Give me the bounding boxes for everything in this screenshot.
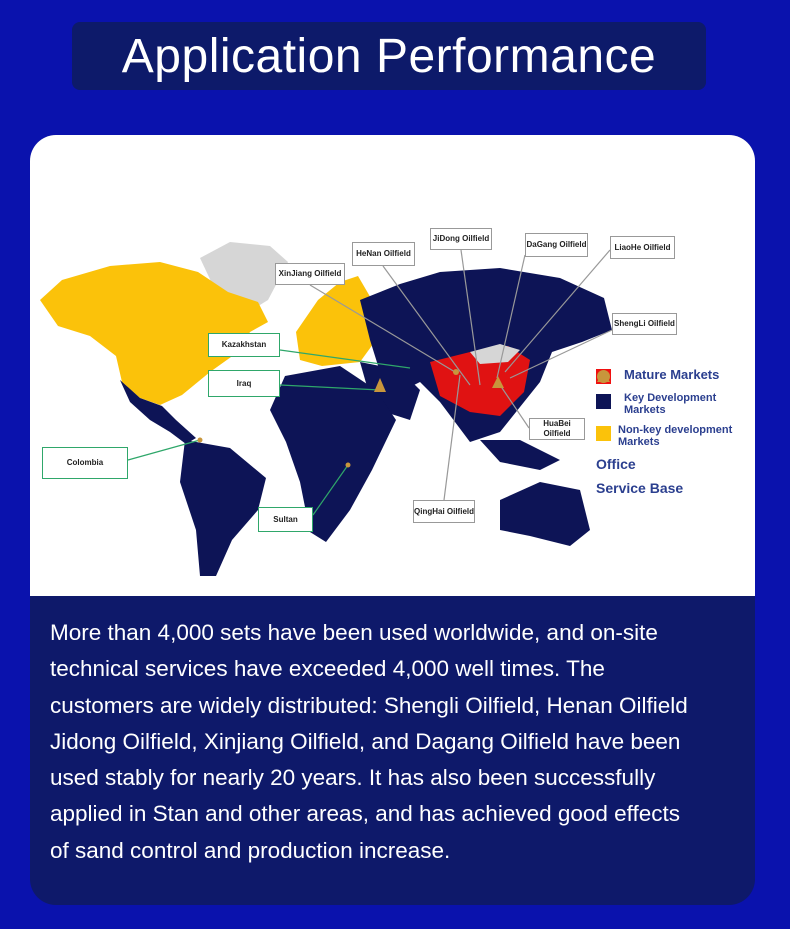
yellow-square-icon — [596, 426, 611, 441]
navy-square-icon — [596, 394, 611, 409]
north-america — [40, 262, 268, 405]
title-banner: Application Performance — [72, 22, 706, 90]
content-card: XinJiang Oilfield HeNan Oilfield JiDong … — [30, 135, 755, 905]
south-america — [180, 440, 266, 576]
australia — [500, 482, 590, 546]
callout-liaohe: LiaoHe Oilfield — [610, 236, 675, 259]
service-base-marker — [345, 462, 351, 468]
green-callout-lines — [127, 349, 411, 516]
legend-label: Office — [596, 456, 636, 472]
legend-office: Office — [596, 371, 755, 472]
legend-mature-markets: Mature Markets — [596, 367, 755, 384]
callout-henan: HeNan Oilfield — [352, 242, 415, 266]
callout-jidong: JiDong Oilfield — [430, 228, 492, 250]
callout-lines — [309, 249, 613, 501]
description: More than 4,000 sets have been used worl… — [50, 615, 750, 869]
mongolia — [470, 344, 520, 364]
description-line: technical services have exceeded 4,000 w… — [50, 656, 605, 682]
legend-service-base: Service Base — [596, 370, 755, 496]
service-base-marker — [453, 369, 459, 375]
description-line: applied in Stan and other areas, and has… — [50, 801, 681, 827]
legend-key-development: Key Development Markets — [596, 392, 755, 416]
legend-label: Service Base — [596, 480, 684, 496]
world-map: XinJiang Oilfield HeNan Oilfield JiDong … — [30, 135, 755, 596]
callout-sultan: Sultan — [258, 507, 313, 532]
page-title: Application Performance — [121, 29, 657, 83]
callout-xinjiang: XinJiang Oilfield — [275, 263, 345, 285]
callout-dagang: DaGang Oilfield — [525, 233, 588, 257]
description-line: customers are widely distributed: Shengl… — [50, 692, 688, 718]
callout-iraq: Iraq — [208, 370, 280, 397]
southeast-asia — [480, 440, 560, 470]
office-marker — [374, 378, 386, 392]
callout-shengli: ShengLi Oilfield — [612, 313, 677, 335]
circle-icon — [597, 370, 610, 383]
description-line: used stably for nearly 20 years. It has … — [50, 765, 656, 791]
map-graphic — [40, 242, 613, 576]
callout-huabei: HuaBei Oilfield — [529, 418, 585, 440]
description-line: of sand control and production increase. — [50, 837, 451, 863]
service-base-marker — [197, 437, 203, 443]
description-line: More than 4,000 sets have been used worl… — [50, 620, 658, 645]
legend-nonkey-development: Non-key development Markets — [596, 424, 755, 448]
office-marker — [492, 376, 504, 388]
middle-east — [360, 362, 420, 420]
description-line: Jidong Oilfield, Xinjiang Oilfield, and … — [50, 728, 681, 754]
legend-label: Key Development Markets — [624, 392, 717, 416]
europe — [296, 276, 376, 366]
callout-kazakhstan: Kazakhstan — [208, 333, 280, 357]
map-legend: Mature Markets Key Development Markets N… — [596, 367, 755, 504]
callout-colombia: Colombia — [42, 447, 128, 479]
africa — [270, 366, 396, 542]
legend-label: Mature Markets — [624, 367, 720, 382]
callout-qinghai: QingHai Oilfield — [413, 500, 475, 523]
legend-label: Non-key development Markets — [618, 424, 733, 448]
central-america — [120, 380, 196, 444]
